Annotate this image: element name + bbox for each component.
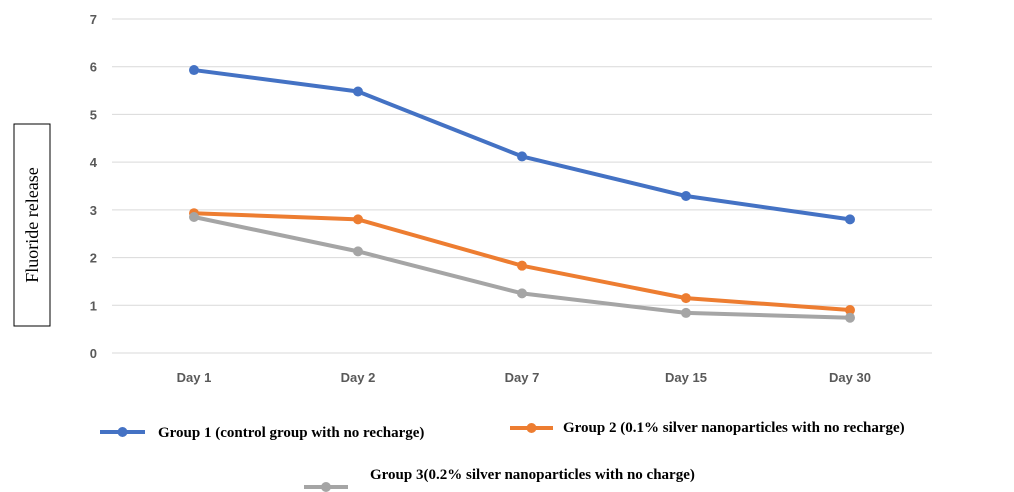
y-tick-label: 2 [90,251,97,266]
y-axis-label: Fluoride release [22,167,42,282]
legend-item-3: Group 3(0.2% silver nanoparticles with n… [304,467,695,492]
data-point [189,212,199,223]
y-tick-label: 7 [90,12,97,27]
legend: Group 1 (control group with no recharge)… [100,420,905,492]
data-point [353,214,363,225]
data-point [353,86,363,97]
x-tick-label: Day 2 [341,370,376,385]
x-tick-label: Day 30 [829,370,871,385]
data-point [517,151,527,162]
data-point [681,191,691,202]
legend-item-2: Group 2 (0.1% silver nanoparticles with … [510,420,905,436]
series-group-1 [189,65,855,225]
series-line-1 [192,68,852,222]
y-tick-label: 0 [90,346,97,361]
legend-label: Group 2 (0.1% silver nanoparticles with … [563,420,905,436]
y-axis-ticks: 0 1 2 3 4 5 6 7 [90,12,98,361]
gridlines [112,18,932,354]
legend-label: Group 1 (control group with no recharge) [158,425,424,441]
data-point [517,260,527,271]
legend-item-1: Group 1 (control group with no recharge) [100,425,424,441]
y-axis-label-box: Fluoride release [13,123,51,327]
y-tick-label: 3 [90,203,97,218]
data-point [189,65,199,76]
data-point [845,312,855,323]
legend-label: Group 3(0.2% silver nanoparticles with n… [370,467,695,483]
data-point [681,307,691,318]
data-point [517,288,527,299]
series-group-2 [189,208,855,316]
legend-swatch-marker [526,423,537,433]
series-group-3 [189,212,855,323]
y-tick-label: 1 [90,298,97,313]
legend-swatch-marker [321,482,331,492]
x-axis-ticks: Day 1 Day 2 Day 7 Day 15 Day 30 [177,370,871,385]
data-point [353,246,363,257]
y-tick-label: 5 [90,107,97,122]
x-tick-label: Day 7 [505,370,540,385]
x-tick-label: Day 15 [665,370,707,385]
legend-swatch-marker [117,427,128,437]
series-lines [189,65,855,323]
x-tick-label: Day 1 [177,370,212,385]
data-point [845,305,855,316]
y-tick-label: 6 [90,60,97,75]
data-point [681,293,691,304]
y-tick-label: 4 [90,155,98,170]
data-point [845,214,855,225]
y-axis-label-frame [13,123,51,327]
